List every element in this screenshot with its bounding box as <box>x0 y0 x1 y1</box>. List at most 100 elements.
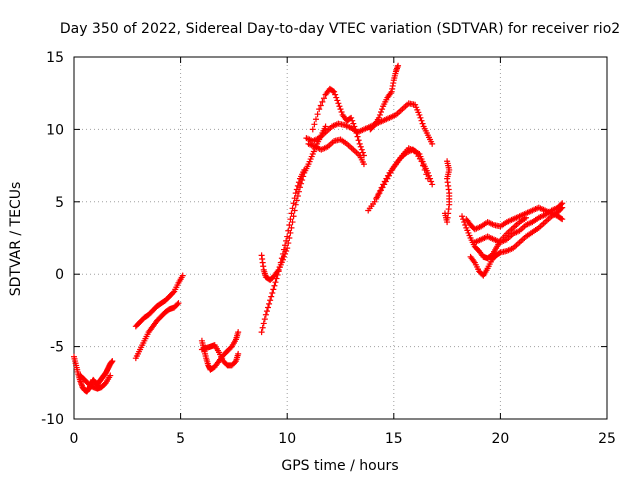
y-tick-label: -5 <box>50 340 64 356</box>
x-tick-label: 20 <box>491 431 509 447</box>
data-point <box>273 275 280 282</box>
data-point <box>334 97 341 104</box>
y-tick-label: 10 <box>46 122 64 138</box>
data-point <box>261 316 268 323</box>
data-point <box>170 289 177 296</box>
data-point <box>558 201 565 208</box>
chart-title: Day 350 of 2022, Sidereal Day-to-day VTE… <box>60 21 620 37</box>
data-point <box>428 178 435 185</box>
data-point <box>282 242 289 249</box>
data-point <box>416 111 423 118</box>
data-point <box>267 297 274 304</box>
data-point <box>294 182 301 189</box>
series-arc-5 <box>303 100 436 147</box>
data-point <box>265 304 272 311</box>
data-point <box>373 194 380 201</box>
data-point <box>336 103 343 110</box>
series-arc-5c <box>305 136 367 168</box>
data-point <box>301 166 308 173</box>
y-tick-label: 5 <box>55 195 64 211</box>
data-point <box>292 190 299 197</box>
data-point <box>235 350 242 357</box>
data-point <box>354 133 361 140</box>
data-point <box>375 191 382 198</box>
data-point <box>286 221 293 228</box>
data-point <box>350 120 357 127</box>
data-point <box>421 166 428 173</box>
data-point <box>285 227 292 234</box>
data-point <box>291 195 298 202</box>
series-arc-2 <box>132 300 182 362</box>
data-point <box>337 106 344 113</box>
data-point <box>288 210 295 217</box>
data-point <box>278 255 285 262</box>
series-arc-5b <box>309 85 367 159</box>
data-point <box>461 219 468 226</box>
data-point <box>376 111 383 118</box>
series-arc-4b <box>258 166 308 336</box>
data-point <box>375 114 382 121</box>
data-point <box>395 62 402 69</box>
data-point <box>559 200 566 207</box>
data-marks <box>71 62 566 395</box>
data-point <box>355 137 362 144</box>
series-arc-1 <box>71 353 116 395</box>
data-point <box>295 179 302 186</box>
x-tick-label: 10 <box>278 431 296 447</box>
series-arc-7 <box>441 158 453 226</box>
data-point <box>174 301 181 308</box>
data-point <box>423 171 430 178</box>
x-tick-label: 5 <box>176 431 185 447</box>
data-point <box>287 216 294 223</box>
data-point <box>419 120 426 127</box>
data-point <box>281 246 288 253</box>
data-point <box>319 98 326 105</box>
data-point <box>322 123 329 130</box>
data-point <box>275 268 282 275</box>
data-point <box>271 282 278 289</box>
data-point <box>309 126 316 133</box>
data-point <box>317 102 324 109</box>
data-point <box>417 114 424 121</box>
data-point <box>331 88 338 95</box>
data-point <box>559 216 566 223</box>
data-point <box>522 214 529 221</box>
data-point <box>379 106 386 113</box>
data-point <box>311 121 318 128</box>
data-point <box>175 300 182 307</box>
data-point <box>330 88 337 95</box>
data-point <box>270 286 277 293</box>
data-point <box>268 293 275 300</box>
data-point <box>290 200 297 207</box>
data-point <box>109 358 116 365</box>
data-point <box>316 106 323 113</box>
series-arc-2b <box>132 272 186 330</box>
data-point <box>335 100 342 107</box>
data-point <box>332 91 339 98</box>
axis-ticks: 0 5 10 15 20 25 -10 -5 0 5 10 15 <box>41 50 616 447</box>
data-point <box>107 372 114 379</box>
data-point <box>260 320 267 327</box>
data-point <box>352 126 359 133</box>
data-point <box>348 114 355 121</box>
data-point <box>441 210 448 217</box>
data-point <box>262 311 269 318</box>
data-point <box>235 329 242 336</box>
x-tick-label: 25 <box>598 431 616 447</box>
data-point <box>462 221 469 228</box>
data-point <box>358 146 365 153</box>
data-point <box>277 259 284 266</box>
x-tick-label: 15 <box>385 431 403 447</box>
data-point <box>333 94 340 101</box>
data-point <box>320 95 327 102</box>
data-point <box>359 149 366 156</box>
data-point <box>459 213 466 220</box>
series-arc-1b <box>77 372 114 392</box>
data-point <box>418 117 425 124</box>
data-point <box>338 109 345 116</box>
x-axis-label: GPS time / hours <box>281 458 398 474</box>
data-point <box>418 158 425 165</box>
data-point <box>360 161 367 168</box>
data-point <box>378 109 385 116</box>
